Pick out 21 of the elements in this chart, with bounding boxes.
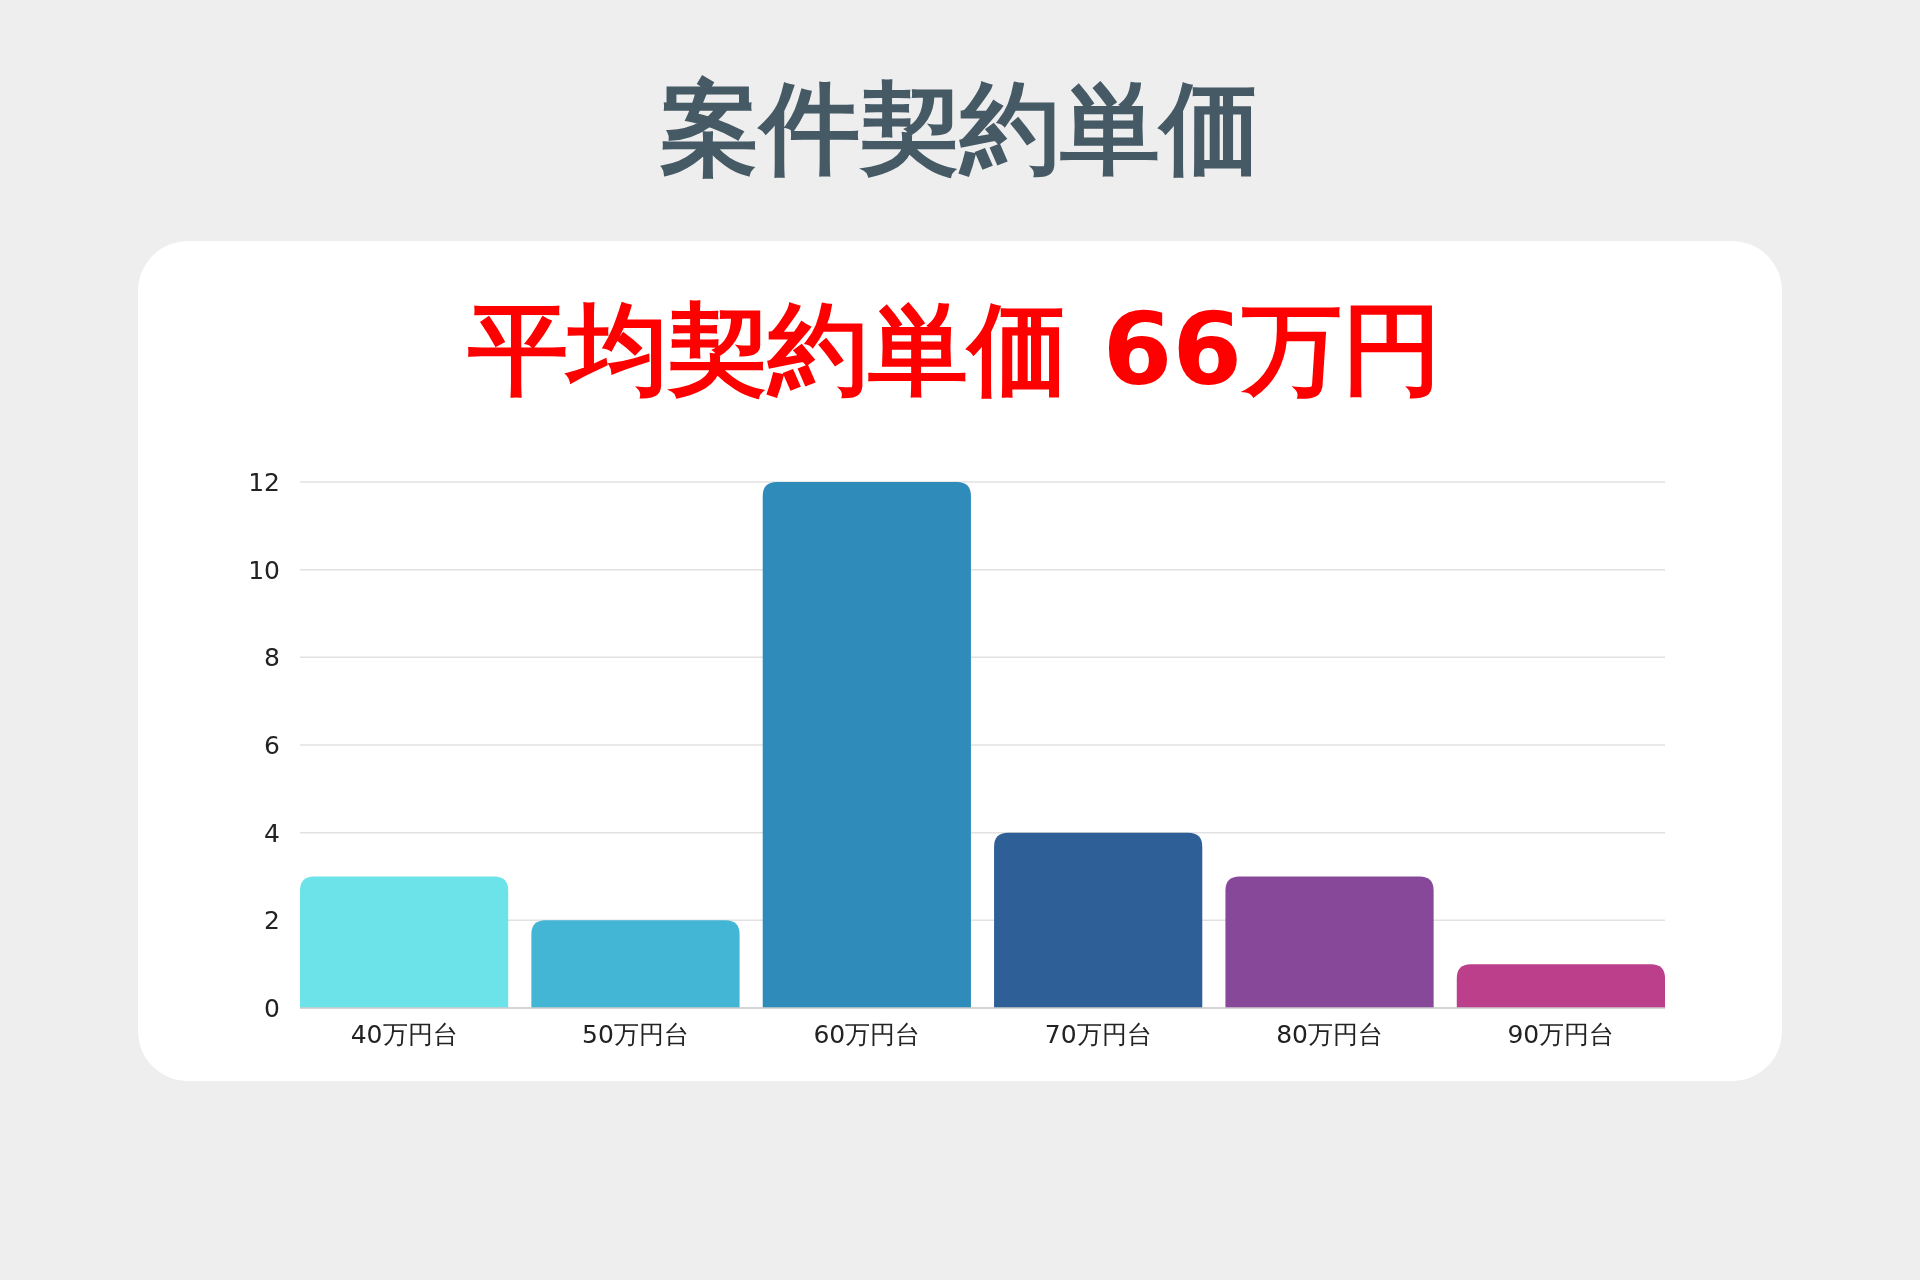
y-tick-label: 12 xyxy=(248,468,280,497)
x-tick-label: 70万円台 xyxy=(1044,1020,1152,1049)
y-tick-label: 0 xyxy=(264,994,280,1023)
x-tick-label: 50万円台 xyxy=(582,1020,689,1049)
x-tick-label: 80万円台 xyxy=(1276,1020,1383,1049)
x-tick-label: 60万円台 xyxy=(813,1020,921,1049)
y-tick-label: 6 xyxy=(264,731,280,760)
bar xyxy=(1225,876,1434,1008)
y-tick-label: 10 xyxy=(248,555,280,585)
y-tick-label: 4 xyxy=(264,818,280,848)
x-tick-label: 90万円台 xyxy=(1507,1020,1615,1049)
chart-subtitle: 平均契約単価 66万円 xyxy=(467,291,1442,408)
x-tick-label: 40万円台 xyxy=(350,1020,458,1049)
bar xyxy=(1456,964,1665,1008)
bar xyxy=(300,876,509,1008)
bar xyxy=(531,920,740,1008)
y-tick-label: 2 xyxy=(264,906,280,936)
bar xyxy=(762,482,971,1008)
bar xyxy=(994,832,1203,1008)
chart-title: 案件契約単価 xyxy=(660,70,1260,187)
y-tick-label: 8 xyxy=(264,643,280,673)
